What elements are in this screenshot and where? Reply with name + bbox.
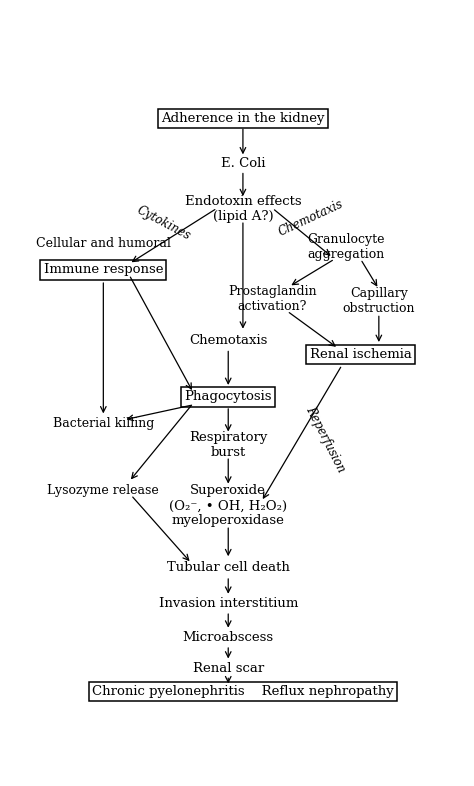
- Text: Phagocytosis: Phagocytosis: [184, 391, 272, 403]
- Text: Bacterial killing: Bacterial killing: [53, 417, 154, 430]
- Text: Tubular cell death: Tubular cell death: [167, 561, 290, 574]
- Text: Superoxide
(O₂⁻, • OH, H₂O₂)
myeloperoxidase: Superoxide (O₂⁻, • OH, H₂O₂) myeloperoxi…: [169, 484, 287, 527]
- Text: Chemotaxis: Chemotaxis: [189, 334, 267, 347]
- Text: Renal scar: Renal scar: [192, 662, 264, 674]
- Text: Capillary
obstruction: Capillary obstruction: [343, 288, 415, 315]
- Text: Invasion interstitium: Invasion interstitium: [158, 597, 298, 611]
- Text: Renal ischemia: Renal ischemia: [310, 348, 411, 361]
- Text: Endotoxin effects
(lipid A?): Endotoxin effects (lipid A?): [184, 195, 301, 223]
- Text: Chemotaxis: Chemotaxis: [276, 197, 346, 238]
- Text: Prostaglandin
activation?: Prostaglandin activation?: [228, 285, 317, 313]
- Text: Microabscess: Microabscess: [182, 631, 274, 645]
- Text: Lysozyme release: Lysozyme release: [47, 484, 159, 498]
- Text: Reperfusion: Reperfusion: [303, 404, 348, 475]
- Text: Immune response: Immune response: [44, 263, 163, 277]
- Text: Chronic pyelonephritis    Reflux nephropathy: Chronic pyelonephritis Reflux nephropath…: [92, 685, 394, 698]
- Text: E. Coli: E. Coli: [221, 157, 265, 171]
- Text: Granulocyte
aggregation: Granulocyte aggregation: [307, 233, 384, 261]
- Text: Cytokines: Cytokines: [135, 203, 193, 242]
- Text: Respiratory
burst: Respiratory burst: [189, 432, 267, 459]
- Text: Cellular and humoral: Cellular and humoral: [36, 237, 171, 250]
- Text: Adherence in the kidney: Adherence in the kidney: [161, 112, 325, 125]
